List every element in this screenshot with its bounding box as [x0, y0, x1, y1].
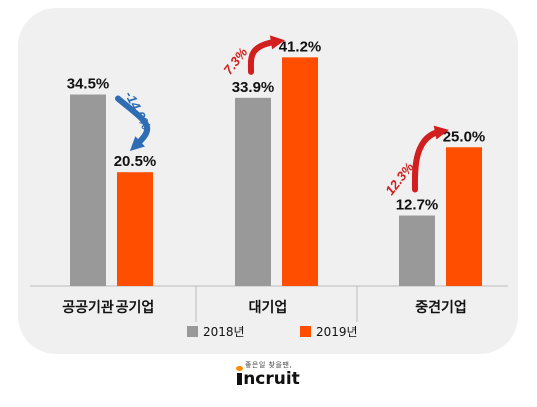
data-label: 25.0%	[443, 128, 486, 145]
data-label: 34.5%	[67, 76, 110, 93]
category-label: 중견기업	[415, 299, 467, 316]
logo-i-mark	[236, 366, 244, 385]
legend-label: 2018년	[203, 325, 245, 339]
legend-swatch	[187, 326, 198, 337]
data-label: 12.7%	[396, 197, 439, 214]
change-arrow	[115, 95, 151, 150]
brand-logo: ncruit	[0, 366, 537, 389]
bar	[399, 215, 435, 286]
bar	[446, 147, 482, 286]
change-arrow-head-icon	[129, 136, 145, 152]
bar	[117, 172, 153, 286]
data-label: 41.2%	[279, 38, 322, 55]
data-label: 33.9%	[232, 79, 275, 96]
logo-dot-icon	[236, 366, 244, 371]
category-label: 공공기관	[62, 299, 114, 316]
legend-swatch	[300, 326, 311, 337]
category-label: 대기업	[249, 300, 288, 316]
data-label: 20.5%	[114, 153, 157, 170]
change-arrow-head-icon	[269, 35, 285, 50]
bar	[235, 97, 271, 286]
bar	[70, 94, 106, 287]
category-label: 공기업	[116, 300, 155, 316]
logo-text: ncruit	[243, 369, 300, 389]
bar	[282, 57, 318, 287]
change-arrow-head-icon	[433, 125, 449, 140]
change-arrow	[411, 128, 445, 193]
legend: 2018년 2019년	[187, 325, 358, 339]
brand-tagline: 좋은일 찾을땐,	[244, 361, 293, 369]
legend-label: 2019년	[316, 325, 358, 339]
